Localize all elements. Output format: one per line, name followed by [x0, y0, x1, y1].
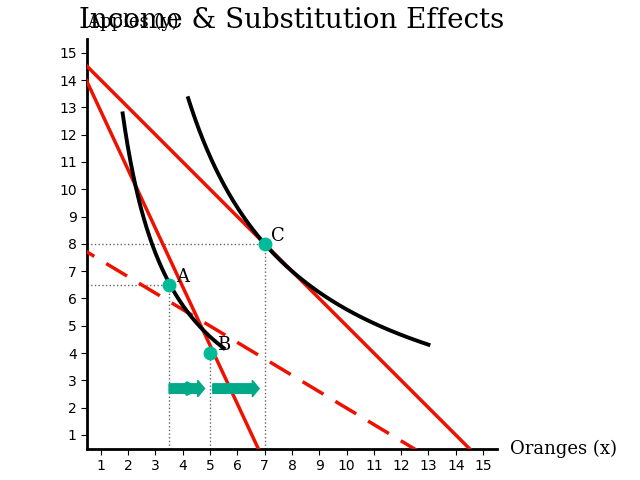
Text: C: C — [271, 227, 285, 245]
FancyArrow shape — [169, 380, 205, 397]
Text: Apples (y): Apples (y) — [87, 12, 179, 31]
Text: B: B — [217, 336, 230, 354]
Text: Oranges (x): Oranges (x) — [510, 440, 618, 458]
Text: A: A — [176, 268, 189, 286]
FancyArrow shape — [212, 380, 259, 397]
Title: Income & Substitution Effects: Income & Substitution Effects — [79, 7, 504, 34]
